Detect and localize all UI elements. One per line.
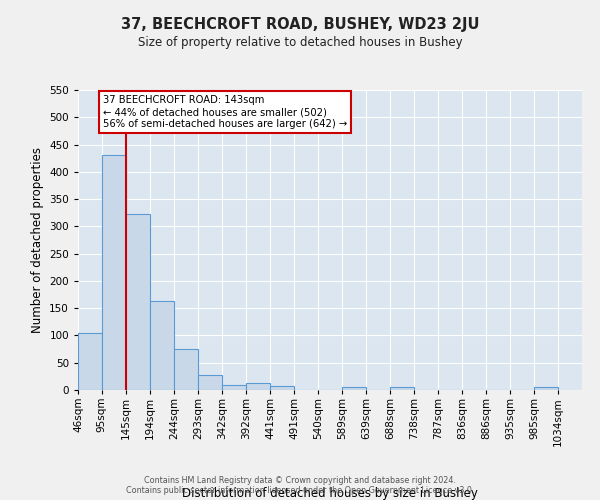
Bar (246, 383, 270, 390)
Text: Contains public sector information licensed under the Open Government Licence v3: Contains public sector information licen… (126, 486, 474, 495)
Text: 37 BEECHCROFT ROAD: 143sqm
← 44% of detached houses are smaller (502)
56% of sem: 37 BEECHCROFT ROAD: 143sqm ← 44% of deta… (103, 96, 347, 128)
Bar (126, 214, 150, 390)
Text: Contains HM Land Registry data © Crown copyright and database right 2024.: Contains HM Land Registry data © Crown c… (144, 476, 456, 485)
Text: 37, BEECHCROFT ROAD, BUSHEY, WD23 2JU: 37, BEECHCROFT ROAD, BUSHEY, WD23 2JU (121, 18, 479, 32)
Bar (535, 388, 558, 390)
Bar (342, 388, 366, 390)
Bar (174, 349, 198, 390)
Bar (150, 301, 174, 390)
Bar (390, 388, 415, 390)
Bar (198, 376, 222, 390)
Y-axis label: Number of detached properties: Number of detached properties (31, 147, 44, 333)
X-axis label: Distribution of detached houses by size in Bushey: Distribution of detached houses by size … (182, 487, 478, 500)
Text: Size of property relative to detached houses in Bushey: Size of property relative to detached ho… (137, 36, 463, 49)
Bar (78, 332, 102, 390)
Bar (270, 386, 294, 390)
Bar (222, 384, 246, 390)
Bar (102, 156, 126, 390)
